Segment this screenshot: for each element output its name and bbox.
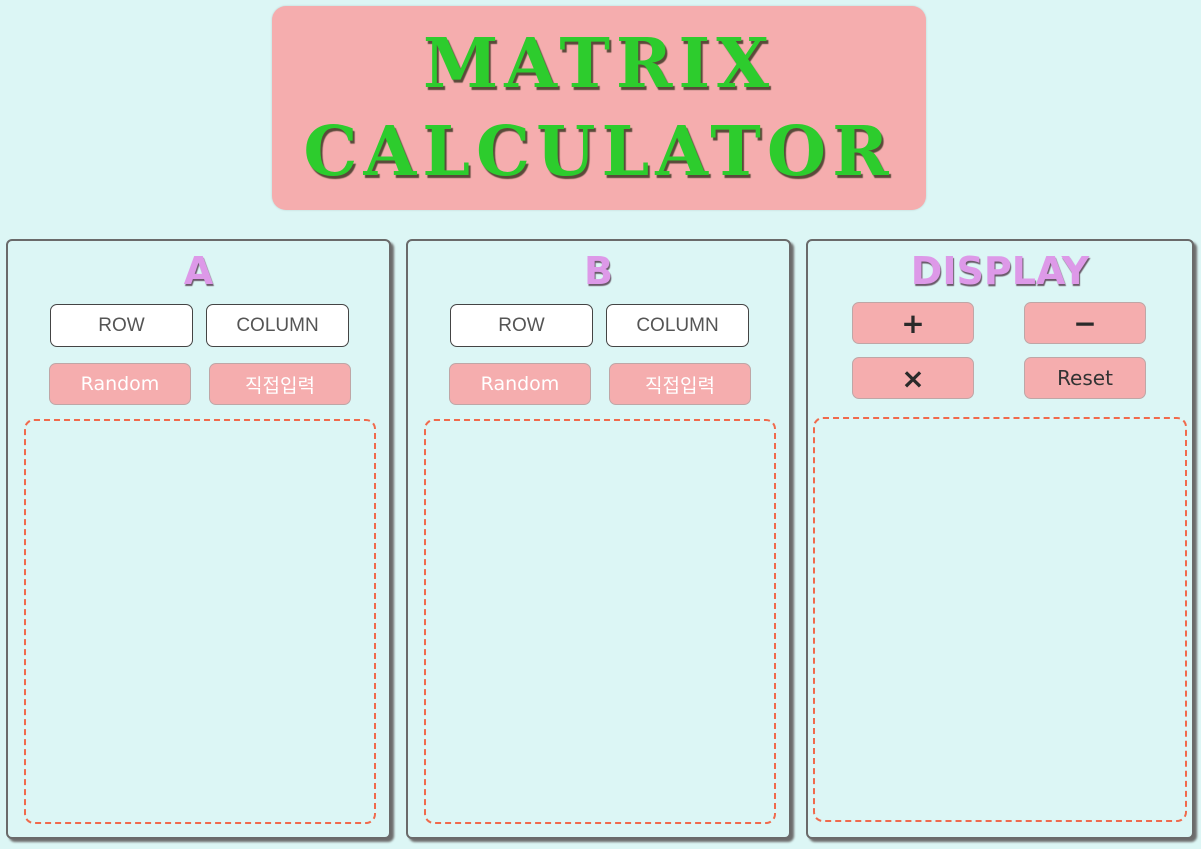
matrix-b-area <box>424 419 776 824</box>
matrix-a-area <box>24 419 376 824</box>
reset-button[interactable]: Reset <box>1024 357 1146 399</box>
multiply-button[interactable]: × <box>852 357 974 399</box>
matrix-a-title: A <box>183 249 214 293</box>
matrix-b-row-input[interactable] <box>450 304 593 347</box>
matrix-a-row-input[interactable] <box>50 304 193 347</box>
matrix-b-column-input[interactable] <box>606 304 749 347</box>
matrix-a-direct-input-button[interactable]: 직접입력 <box>209 363 351 405</box>
display-title: DISPLAY <box>910 249 1090 293</box>
matrix-b-random-button[interactable]: Random <box>449 363 591 405</box>
matrix-b-panel: B Random 직접입력 <box>406 239 791 839</box>
matrix-a-panel: A Random 직접입력 <box>6 239 391 839</box>
matrix-a-column-input[interactable] <box>206 304 349 347</box>
title-banner: MATRIX CALCULATOR <box>272 6 926 210</box>
result-display-area <box>813 417 1187 822</box>
subtract-button[interactable]: − <box>1024 302 1146 344</box>
add-button[interactable]: + <box>852 302 974 344</box>
title-line-2: CALCULATOR <box>303 112 895 192</box>
matrix-b-title: B <box>584 249 613 293</box>
matrix-a-random-button[interactable]: Random <box>49 363 191 405</box>
title-line-1: MATRIX <box>423 24 775 104</box>
display-panel: DISPLAY + − × Reset <box>806 239 1194 839</box>
matrix-b-direct-input-button[interactable]: 직접입력 <box>609 363 751 405</box>
